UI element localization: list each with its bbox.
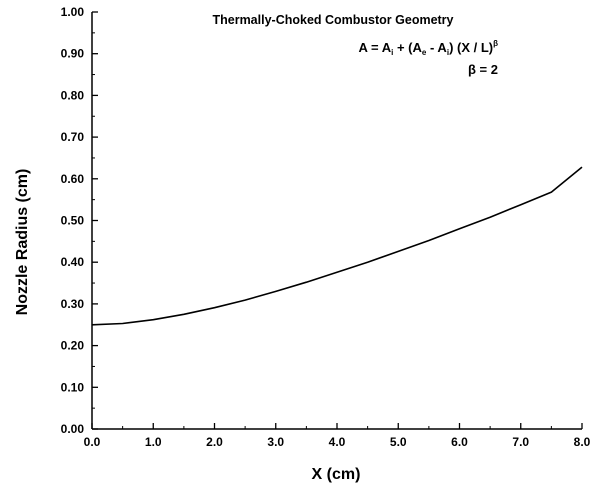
beta-annotation: β = 2 xyxy=(468,62,498,77)
x-tick-label: 0.0 xyxy=(84,435,101,449)
x-ticks: 0.0 1.0 2.0 3.0 4.0 5.0 6.0 7.0 8.0 xyxy=(84,423,591,449)
y-tick-label: 0.50 xyxy=(61,214,85,228)
equation-rest: ) (X / L) xyxy=(449,40,493,55)
x-tick-label: 8.0 xyxy=(574,435,591,449)
axes xyxy=(91,12,582,430)
y-tick-label: 0.00 xyxy=(61,422,85,436)
equation-minus: - A xyxy=(426,40,447,55)
y-tick-label: 0.80 xyxy=(61,88,85,102)
equation-sub-e: e xyxy=(422,48,427,57)
y-tick-label: 0.20 xyxy=(61,339,85,353)
equation-exponent: β xyxy=(493,39,498,48)
equation-plus: + (A xyxy=(393,40,422,55)
y-tick-label: 0.70 xyxy=(61,130,85,144)
x-tick-label: 2.0 xyxy=(206,435,223,449)
y-axis-title: Nozzle Radius (cm) xyxy=(14,169,31,316)
x-tick-label: 4.0 xyxy=(329,435,346,449)
y-tick-label: 0.30 xyxy=(61,297,85,311)
x-axis-title: X (cm) xyxy=(312,466,361,483)
x-tick-label: 3.0 xyxy=(267,435,284,449)
equation-sub-i2: i xyxy=(447,48,449,57)
radius-curve-line xyxy=(91,166,583,326)
y-tick-label: 0.90 xyxy=(61,47,85,61)
x-tick-label: 6.0 xyxy=(451,435,468,449)
y-tick-label: 0.40 xyxy=(61,255,85,269)
x-tick-label: 7.0 xyxy=(512,435,529,449)
equation-lhs: A = A xyxy=(358,40,391,55)
y-tick-label: 0.60 xyxy=(61,172,85,186)
x-tick-label: 1.0 xyxy=(145,435,162,449)
x-tick-label: 5.0 xyxy=(390,435,407,449)
y-tick-label: 0.10 xyxy=(61,380,85,394)
y-tick-label: 1.00 xyxy=(61,5,85,19)
equation-sub-i: i xyxy=(391,48,393,57)
plot-series xyxy=(91,166,583,326)
chart-title: Thermally-Choked Combustor Geometry xyxy=(212,13,453,27)
y-ticks: 0.00 0.10 0.20 0.30 0.40 0.50 0.60 0.70 0.80 0.90… xyxy=(61,5,98,436)
equation-annotation: A = Ai + (Ae - Ai) (X / L)β xyxy=(358,39,498,57)
